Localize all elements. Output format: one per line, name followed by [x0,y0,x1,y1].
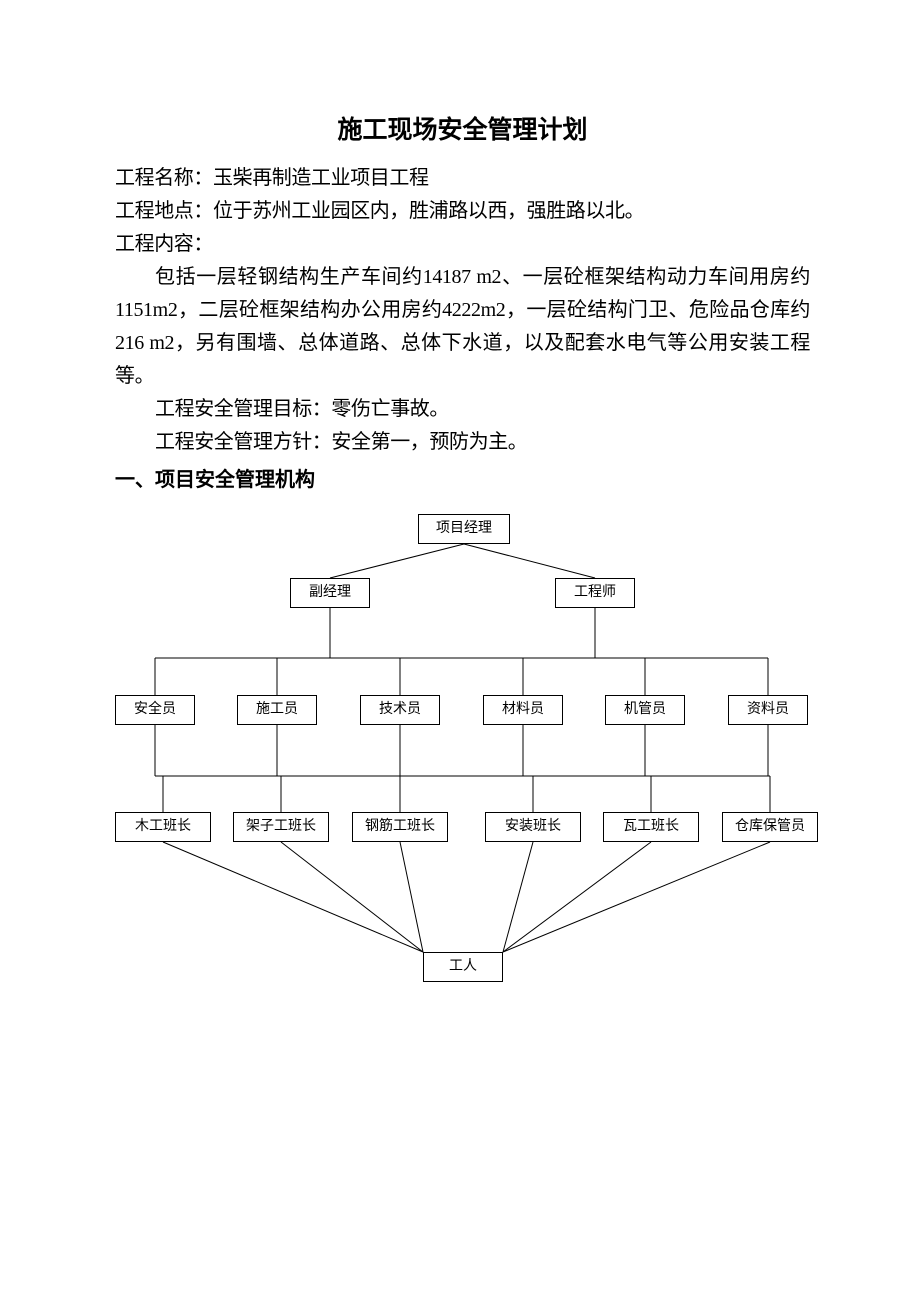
org-node-f1: 木工班长 [115,812,211,842]
org-node-safe: 安全员 [115,695,195,725]
org-chart: 项目经理副经理 工程师安全员 施工员 技术员 材料员 机管员 资料员木工班长架子工班长钢筋工… [115,500,815,1020]
org-node-pm: 项目经理 [418,514,510,544]
project-name-label: 工程名称： [115,167,213,189]
project-location-line: 工程地点：位于苏州工业园区内，胜浦路以西，强胜路以北。 [115,195,810,228]
project-content-label-line: 工程内容： [115,228,810,261]
document-title: 施工现场安全管理计划 [115,110,810,146]
org-node-tech: 技术员 [360,695,440,725]
project-policy: 工程安全管理方针：安全第一，预防为主。 [115,426,810,459]
org-node-eng: 工程师 [555,578,635,608]
org-node-mach: 机管员 [605,695,685,725]
section-heading: 一、项目安全管理机构 [115,463,810,492]
org-node-worker: 工人 [423,952,503,982]
project-content-body: 包括一层轻钢结构生产车间约14187 m2、一层砼框架结构动力车间用房约1151… [115,261,810,393]
org-node-f4: 安装班长 [485,812,581,842]
org-node-f2: 架子工班长 [233,812,329,842]
org-node-doc: 资料员 [728,695,808,725]
org-node-f5: 瓦工班长 [603,812,699,842]
org-node-vpm: 副经理 [290,578,370,608]
project-name-line: 工程名称：玉柴再制造工业项目工程 [115,162,810,195]
project-goal: 工程安全管理目标：零伤亡事故。 [115,393,810,426]
org-node-cons: 施工员 [237,695,317,725]
org-node-f6: 仓库保管员 [722,812,818,842]
org-chart-lines [115,500,815,1020]
project-content-label: 工程内容： [115,233,213,255]
org-node-f3: 钢筋工班长 [352,812,448,842]
document-page: 施工现场安全管理计划 工程名称：玉柴再制造工业项目工程 工程地点：位于苏州工业园… [0,0,920,1020]
project-location-label: 工程地点： [115,200,213,222]
project-location-value: 位于苏州工业园区内，胜浦路以西，强胜路以北。 [213,200,644,222]
org-node-mat: 材料员 [483,695,563,725]
project-name-value: 玉柴再制造工业项目工程 [213,167,429,189]
